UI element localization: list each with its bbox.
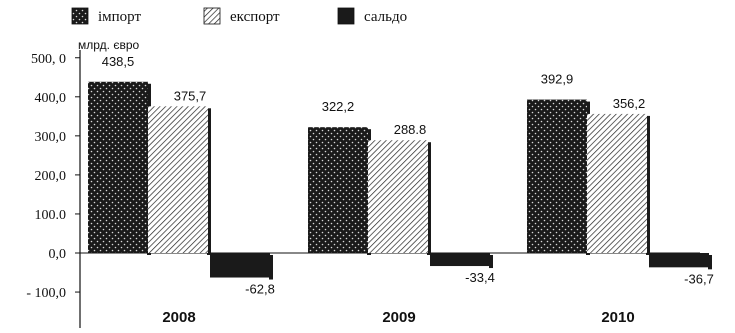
bar-2010-0 [527, 99, 587, 254]
x-tick-label-0: 2008 [162, 309, 195, 326]
x-axis: 2008 2009 2010 [162, 309, 634, 326]
bar-shadow-2010-1 [646, 115, 650, 255]
legend-swatch-0 [71, 7, 89, 25]
data-labels: 438,5 375,7 -62,8 322,2 288.8 -33,4 392,9 356,2… [102, 54, 714, 297]
y-tick-label-0: 500, 0 [31, 52, 66, 67]
y-axis-unit-label: млрд. євро [78, 38, 139, 52]
legend-swatch-2 [337, 7, 355, 25]
legend: імпорт експорт сальдо [71, 7, 407, 25]
bar-shadow-2009-2 [489, 255, 493, 269]
bar-2009-1 [368, 140, 428, 253]
bars [88, 81, 712, 280]
x-tick-label-1: 2009 [382, 309, 415, 326]
data-label-2010-0: 392,9 [541, 72, 574, 87]
bar-2008-0 [88, 81, 148, 253]
data-label-2009-2: -33,4 [465, 270, 495, 285]
bar-shadow-2008-1 [207, 108, 211, 255]
bar-2008-1 [148, 106, 208, 253]
bar-2009-0 [308, 127, 368, 253]
y-tick-label-2: 300,0 [35, 130, 67, 145]
y-tick-label-6: - 100,0 [26, 286, 66, 301]
y-tick-label-1: 400,0 [35, 91, 67, 106]
data-label-2008-1: 375,7 [174, 88, 207, 103]
data-label-2009-1: 288.8 [394, 122, 427, 137]
data-label-2008-0: 438,5 [102, 54, 135, 69]
bar-2008-2 [210, 253, 270, 278]
bar-shadow-2010-2 [708, 255, 712, 270]
y-tick-label-3: 200,0 [35, 169, 67, 184]
bar-2010-2 [649, 253, 709, 268]
x-tick-label-2: 2010 [601, 309, 634, 326]
data-label-2009-0: 322,2 [322, 99, 355, 114]
bar-2010-1 [587, 113, 647, 253]
legend-label-2: сальдо [364, 9, 407, 25]
data-label-2010-1: 356,2 [613, 96, 646, 111]
bar-shadow-2009-1 [427, 142, 431, 255]
legend-label-1: експорт [230, 9, 280, 25]
bar-2009-2 [430, 253, 490, 267]
data-label-2008-2: -62,8 [245, 282, 275, 297]
legend-label-0: імпорт [98, 9, 141, 25]
data-label-2010-2: -36,7 [684, 271, 714, 286]
y-tick-label-4: 100.0 [35, 208, 67, 223]
legend-swatch-1 [203, 7, 221, 25]
y-tick-label-5: 0,0 [49, 247, 67, 262]
bar-shadow-2008-2 [269, 255, 273, 280]
